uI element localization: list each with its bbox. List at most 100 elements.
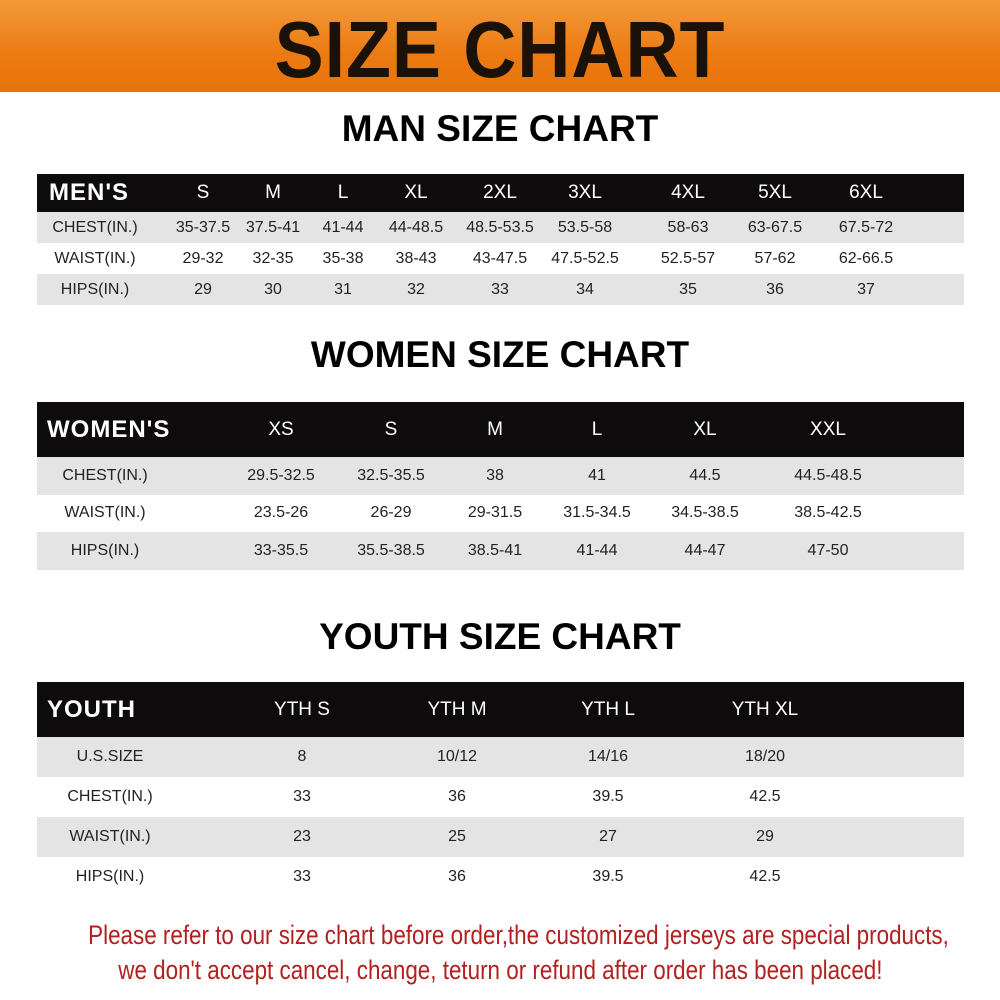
table-header-row: WOMEN'S XS S M L XL XXL [37, 402, 964, 457]
size-header-cell: XS [268, 418, 294, 440]
measurement-cell: 47.5-52.5 [551, 249, 619, 267]
footer-text: Please refer to our size chart before or… [88, 920, 949, 950]
table-row: CHEST(IN.) 29.5-32.5 32.5-35.5 38 41 44.5 44.5… [37, 457, 964, 495]
men-size-table: MEN'S S M L XL 2XL 3XL 4XL 5XL 6XL CHEST(IN.) 35-37… [37, 174, 964, 305]
size-header-cell: 4XL [671, 182, 705, 203]
table-header-row: YOUTH YTH S YTH M YTH L YTH XL [37, 682, 964, 737]
table-title-cell: WOMEN'S [47, 415, 171, 443]
measurement-cell: 42.5 [749, 868, 781, 885]
size-header-cell: 3XL [568, 182, 602, 203]
measurement-cell: 35-37.5 [175, 218, 231, 236]
women-section-title: WOMEN SIZE CHART [310, 334, 690, 375]
measurement-cell: 33 [293, 868, 311, 885]
measurement-cell: 62-66.5 [838, 249, 894, 267]
measurement-cell: 32 [407, 280, 425, 298]
measurement-cell: 42.5 [749, 788, 781, 805]
measurement-cell: 26-29 [370, 504, 412, 522]
measurement-cell: 43-47.5 [472, 249, 528, 267]
measurement-cell: 33-35.5 [253, 541, 309, 559]
measurement-cell: 29.5-32.5 [247, 466, 315, 484]
measurement-cell: 63-67.5 [747, 218, 803, 236]
measurement-cell: 44-47 [684, 541, 726, 559]
measurement-cell: 33 [491, 280, 509, 298]
measurement-cell: 14/16 [587, 748, 629, 765]
size-header-cell: YTH M [427, 698, 487, 720]
size-header-cell: S [196, 182, 210, 203]
measurement-cell: 33 [293, 788, 311, 805]
measurement-cell: 34.5-38.5 [671, 504, 739, 522]
measurement-cell: 38-43 [395, 249, 437, 267]
measurement-cell: 29 [194, 280, 212, 298]
row-label: CHEST(IN.) [67, 788, 153, 805]
measurement-cell: 44.5 [689, 466, 721, 484]
measurement-cell: 41-44 [576, 541, 618, 559]
row-label: HIPS(IN.) [75, 868, 145, 885]
measurement-cell: 37.5-41 [245, 218, 301, 236]
row-label: CHEST(IN.) [52, 218, 138, 236]
table-title-cell: MEN'S [49, 179, 130, 206]
measurement-cell: 35 [679, 280, 697, 298]
measurement-cell: 36 [448, 868, 466, 885]
women-size-table: WOMEN'S XS S M L XL XXL CHEST(IN.) 29.5-32.5 32.5… [37, 402, 964, 570]
size-header-cell: XL [404, 182, 428, 203]
size-header-cell: YTH L [581, 698, 635, 720]
measurement-cell: 39.5 [592, 788, 624, 805]
measurement-cell: 29 [756, 828, 774, 845]
table-row: WAIST(IN.) 29-32 32-35 35-38 38-43 43-47.5 47.… [37, 243, 964, 274]
size-header-cell: L [591, 418, 603, 440]
row-label: WAIST(IN.) [64, 504, 146, 522]
measurement-cell: 35.5-38.5 [357, 541, 425, 559]
measurement-cell: 58-63 [667, 218, 709, 236]
size-header-cell: M [487, 418, 503, 440]
measurement-cell: 52.5-57 [660, 249, 716, 267]
footer-notice-line-2: we don't accept cancel, change, teturn o… [0, 955, 1000, 986]
table-row: WAIST(IN.) 23 25 27 29 [37, 817, 964, 857]
table-row: HIPS(IN.) 33 36 39.5 42.5 [37, 857, 964, 897]
table-row: HIPS(IN.) 29 30 31 32 33 34 35 36 37 [37, 274, 964, 305]
size-header-cell: YTH XL [731, 698, 799, 720]
measurement-cell: 34 [576, 280, 594, 298]
youth-section-title: YOUTH SIZE CHART [319, 616, 681, 657]
measurement-cell: 29-32 [182, 249, 224, 267]
size-chart-banner: SIZE CHART [0, 0, 1000, 94]
row-label: U.S.SIZE [76, 748, 144, 765]
measurement-cell: 29-31.5 [467, 504, 523, 522]
row-label: CHEST(IN.) [62, 466, 148, 484]
measurement-cell: 38.5-42.5 [794, 504, 862, 522]
measurement-cell: 44.5-48.5 [794, 466, 862, 484]
measurement-cell: 18/20 [744, 748, 786, 765]
row-label: WAIST(IN.) [54, 249, 136, 267]
size-header-cell: 2XL [483, 182, 517, 203]
measurement-cell: 38 [486, 466, 504, 484]
measurement-cell: 27 [599, 828, 617, 845]
table-row: HIPS(IN.) 33-35.5 35.5-38.5 38.5-41 41-44 44-… [37, 532, 964, 570]
table-row: CHEST(IN.) 35-37.5 37.5-41 41-44 44-48.5 48.5… [37, 212, 964, 243]
measurement-cell: 30 [264, 280, 282, 298]
measurement-cell: 23.5-26 [253, 504, 309, 522]
size-header-cell: XL [693, 418, 717, 440]
measurement-cell: 67.5-72 [838, 218, 894, 236]
size-header-cell: 6XL [849, 182, 883, 203]
measurement-cell: 44-48.5 [388, 218, 444, 236]
size-header-cell: YTH S [274, 698, 330, 720]
measurement-cell: 23 [293, 828, 311, 845]
size-header-cell: M [265, 182, 281, 203]
measurement-cell: 41 [588, 466, 606, 484]
table-row: CHEST(IN.) 33 36 39.5 42.5 [37, 777, 964, 817]
row-label: HIPS(IN.) [60, 280, 130, 298]
measurement-cell: 31.5-34.5 [563, 504, 631, 522]
measurement-cell: 8 [297, 748, 307, 765]
table-title-cell: YOUTH [47, 695, 136, 723]
measurement-cell: 32-35 [252, 249, 294, 267]
table-row: U.S.SIZE 8 10/12 14/16 18/20 [37, 737, 964, 777]
measurement-cell: 38.5-41 [467, 541, 523, 559]
measurement-cell: 36 [448, 788, 466, 805]
size-header-cell: 5XL [758, 182, 792, 203]
size-header-cell: XXL [810, 418, 846, 440]
measurement-cell: 41-44 [322, 218, 364, 236]
measurement-cell: 32.5-35.5 [357, 466, 425, 484]
measurement-cell: 57-62 [754, 249, 796, 267]
footer-notice-line-1: Please refer to our size chart before or… [0, 920, 1000, 951]
measurement-cell: 39.5 [592, 868, 624, 885]
banner-title: SIZE CHART [274, 5, 726, 94]
